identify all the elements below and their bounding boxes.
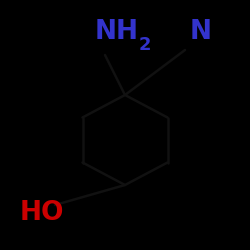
Text: NH: NH xyxy=(95,19,139,45)
Text: 2: 2 xyxy=(139,36,151,54)
Text: N: N xyxy=(190,19,212,45)
Text: HO: HO xyxy=(20,200,64,226)
